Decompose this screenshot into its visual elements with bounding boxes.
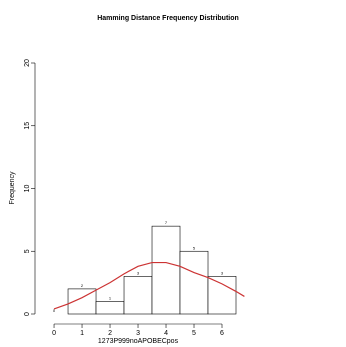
- bar: [151, 225, 181, 315]
- bar: [207, 276, 237, 315]
- bar-count-label: 3: [137, 270, 140, 275]
- x-tick-label: 5: [192, 330, 196, 337]
- x-tick-label: 3: [136, 330, 140, 337]
- y-axis-title: Frequency: [9, 171, 16, 205]
- bar: [179, 250, 209, 315]
- x-tick-label: 6: [220, 330, 224, 337]
- y-tick-label: 20: [24, 59, 31, 67]
- bar-count-label: 3: [221, 270, 224, 275]
- bar-count-label: 0: [53, 308, 56, 313]
- bar: [95, 301, 125, 315]
- x-tick-label: 4: [164, 330, 168, 337]
- bar-count-label: 7: [165, 220, 168, 225]
- y-tick-label: 10: [24, 185, 31, 193]
- bar-count-label: 2: [81, 283, 84, 288]
- bar-count-label: 5: [193, 245, 196, 250]
- x-tick-label: 2: [108, 330, 112, 337]
- chart-title: Hamming Distance Frequency Distribution: [97, 15, 239, 22]
- bar-count-label: 1: [109, 296, 112, 301]
- density-curve: [53, 261, 245, 310]
- x-axis-title: 1273P999noAPOBECpos: [98, 338, 179, 345]
- bar: [123, 276, 153, 315]
- x-tick-label: 0: [52, 330, 56, 337]
- y-tick-label: 5: [24, 249, 31, 253]
- y-tick-label: 15: [24, 122, 31, 130]
- x-tick-label: 1: [80, 330, 84, 337]
- y-tick-label: 0: [24, 312, 31, 316]
